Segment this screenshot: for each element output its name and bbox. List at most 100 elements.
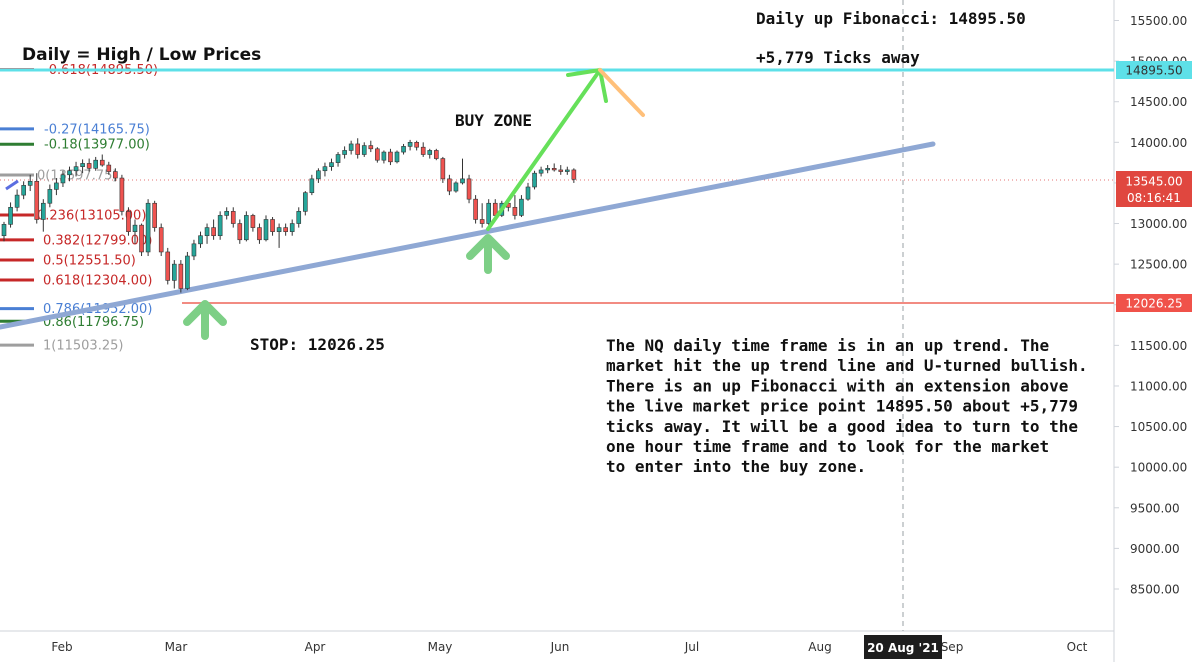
price-tick-label: 10000.00: [1130, 461, 1187, 475]
fib-level-label: 0.236(13105.00): [37, 209, 146, 224]
candle: [440, 156, 446, 183]
candle: [54, 178, 59, 196]
candle: [401, 143, 406, 155]
price-tick-label: 9000.00: [1130, 542, 1180, 556]
price-tick-label: 10500.00: [1130, 420, 1187, 434]
up-arrow-left: [183, 300, 227, 340]
candle: [479, 203, 485, 228]
fib-level-label: 0(13597.75): [37, 168, 117, 183]
candle: [414, 140, 419, 151]
crosshair-date-badge: 20 Aug '21: [864, 635, 942, 659]
fib-level-label: 0.382(12799.00): [43, 233, 152, 248]
current-price-label: 13545.00: [1125, 175, 1182, 189]
candle: [224, 207, 229, 220]
time-tick-label: May: [428, 640, 453, 654]
candle: [67, 166, 72, 182]
price-tick-label: 12500.00: [1130, 258, 1187, 272]
candle: [473, 195, 478, 224]
candle: [119, 174, 125, 216]
candle: [453, 181, 459, 193]
candle: [276, 223, 282, 248]
candle: [420, 142, 426, 157]
candle: [132, 219, 138, 244]
candle: [361, 142, 367, 157]
candle: [322, 162, 328, 177]
price-tick-label: 8500.00: [1130, 583, 1180, 597]
current-price-badge: 13545.00 08:16:41: [1116, 171, 1192, 207]
candle: [139, 223, 144, 257]
time-axis: Feb Mar Apr May Jun Jul Aug Sep Oct: [51, 640, 1087, 654]
candle: [342, 146, 347, 159]
buy-zone-label: BUY ZONE: [455, 111, 532, 130]
candle: [296, 207, 302, 228]
candle: [60, 170, 66, 187]
candle: [388, 148, 393, 166]
candle: [34, 173, 40, 224]
candle: [309, 174, 315, 196]
price-tick-label: 14000.00: [1130, 136, 1187, 150]
candle: [545, 165, 550, 174]
candle: [211, 219, 216, 240]
candle: [558, 165, 564, 175]
candle: [126, 207, 131, 236]
price-tick-label: 15500.00: [1130, 14, 1187, 28]
drawings: [0, 68, 1114, 330]
candle: [375, 147, 380, 163]
stop-price-label: 12026.25: [1125, 297, 1182, 311]
candle: [335, 152, 341, 167]
candles: [1, 138, 577, 293]
fib-level-label: 0.86(11796.75): [43, 315, 144, 330]
fib-level-label: 0.5(12551.50): [43, 253, 136, 268]
candle: [185, 251, 190, 291]
time-tick-label: Apr: [305, 640, 326, 654]
candle: [538, 166, 544, 177]
analysis-line: ticks away. It will be a good idea to tu…: [606, 417, 1078, 436]
analysis-line: There is an up Fibonacci with an extensi…: [606, 376, 1068, 395]
fib-level-label: -0.27(14165.75): [44, 122, 150, 137]
price-tick-label: 11000.00: [1130, 379, 1187, 393]
candle: [433, 148, 439, 161]
stop-label: STOP: 12026.25: [250, 335, 385, 354]
analysis-note: The NQ daily time frame is in an up tren…: [606, 336, 1088, 476]
price-tick-label: 11500.00: [1130, 339, 1187, 353]
candle: [40, 199, 46, 232]
candle: [270, 217, 275, 236]
time-tick-label: Jun: [550, 640, 570, 654]
candle: [93, 156, 98, 171]
time-tick-label: Oct: [1067, 640, 1088, 654]
candle: [204, 223, 210, 244]
candle: [564, 166, 570, 175]
fib-level-label: -0.18(13977.00): [44, 138, 150, 153]
small-blue-segment: [5, 179, 19, 191]
time-tick-label: Feb: [51, 640, 72, 654]
candle: [525, 182, 531, 201]
time-tick-label: Aug: [808, 640, 831, 654]
candle: [355, 138, 361, 159]
price-tick-label: 9500.00: [1130, 501, 1180, 515]
target-price-label: 14895.50: [1125, 64, 1182, 78]
candle: [237, 219, 243, 244]
candle: [329, 158, 334, 171]
candle: [1, 221, 7, 242]
stop-price-badge: 12026.25: [1116, 294, 1192, 312]
candle: [106, 161, 112, 175]
candle: [519, 195, 524, 218]
trend-line: [0, 141, 936, 330]
analysis-line: the live market price point 14895.50 abo…: [606, 397, 1078, 416]
candle: [460, 158, 465, 185]
candle: [14, 189, 20, 212]
candle: [447, 174, 452, 196]
candle: [348, 140, 354, 155]
candle: [427, 148, 433, 159]
candle: [368, 140, 374, 153]
candle: [152, 200, 157, 232]
candle: [178, 260, 184, 293]
candle: [230, 207, 236, 228]
analysis-line: one hour time frame and to look for the …: [606, 437, 1049, 456]
candle: [316, 168, 321, 183]
candle: [113, 168, 118, 182]
fib-target-note: Daily up Fibonacci: 14895.50: [756, 9, 1026, 28]
candle: [263, 215, 269, 242]
candle: [532, 170, 537, 190]
target-price-badge: 14895.50: [1116, 61, 1192, 79]
